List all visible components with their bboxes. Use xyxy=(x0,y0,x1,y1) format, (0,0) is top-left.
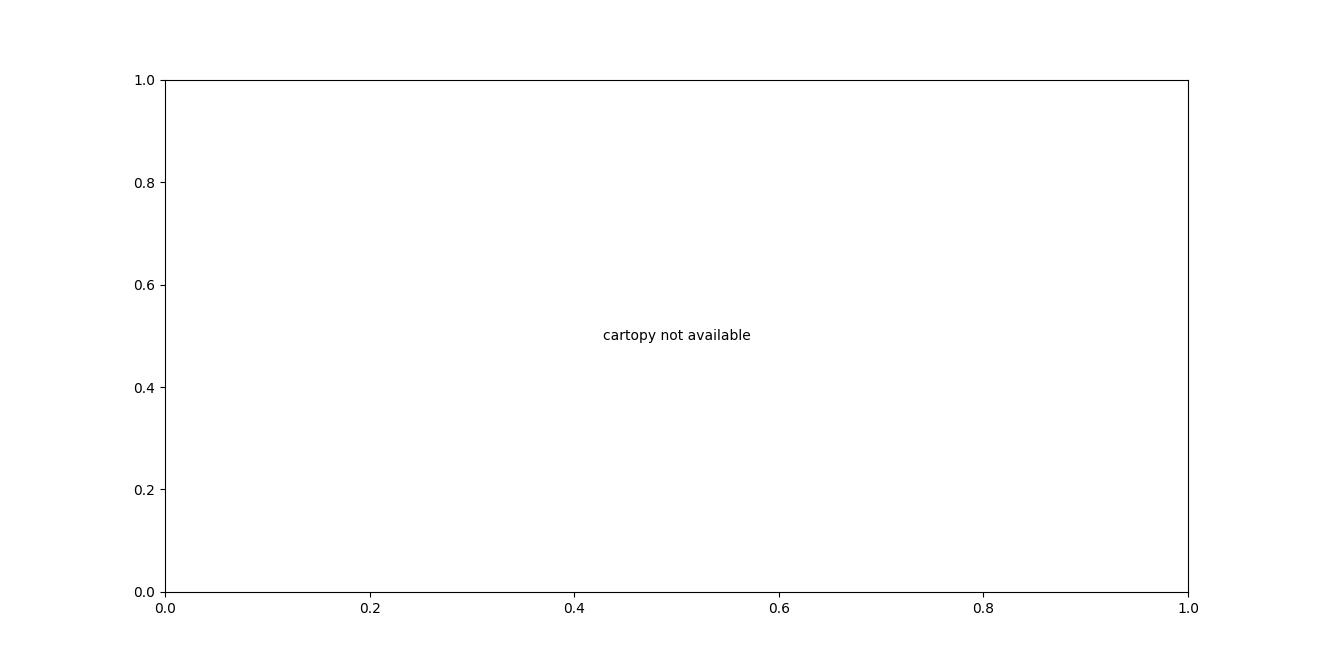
Text: cartopy not available: cartopy not available xyxy=(603,329,750,343)
